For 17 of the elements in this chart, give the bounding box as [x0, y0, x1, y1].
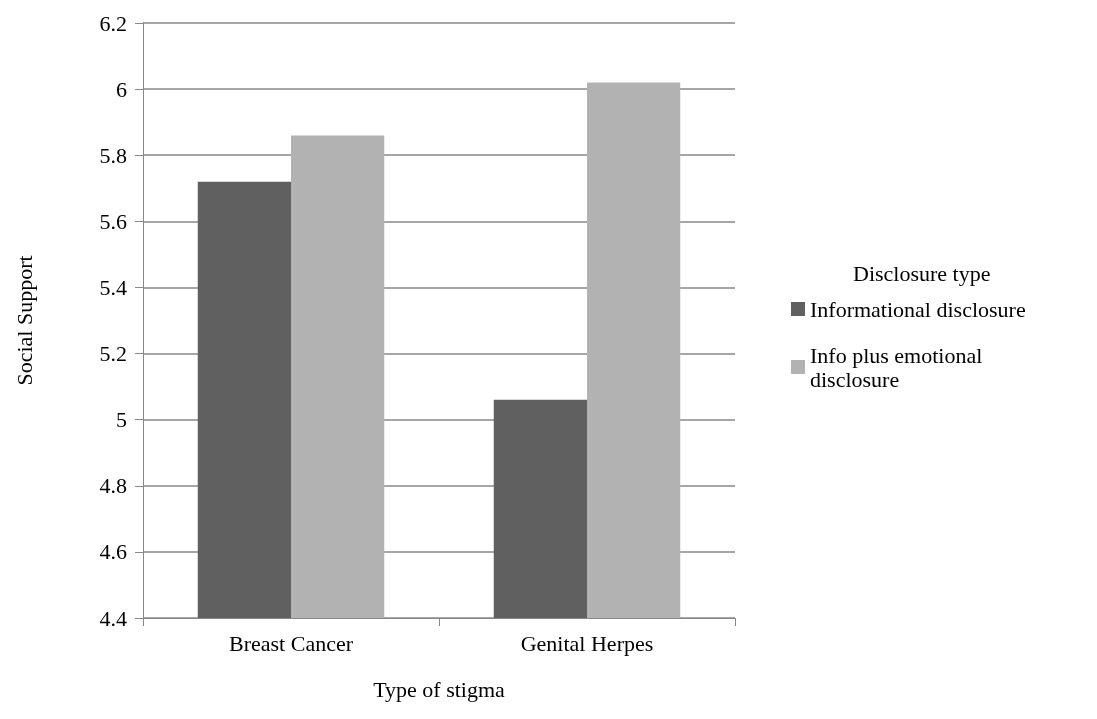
y-tick-label: 4.4 [99, 605, 127, 631]
x-axis-title: Type of stigma [373, 676, 506, 702]
y-tick-label: 5.2 [99, 341, 127, 367]
x-tick-label: Genital Herpes [520, 630, 654, 656]
legend-title: Disclosure type [853, 260, 991, 286]
y-tick-label: 5.8 [99, 142, 127, 168]
y-axis-title: Social Support [11, 255, 37, 386]
x-tick-label: Breast Cancer [229, 630, 354, 656]
y-tick-label: 6.2 [99, 10, 127, 36]
y-tick-label: 6 [116, 76, 127, 102]
legend-label: Info plus emotional disclosure [810, 342, 988, 392]
y-tick-label: 5.4 [99, 274, 127, 300]
y-tick-label: 4.8 [99, 473, 127, 499]
y-tick-label: 4.6 [99, 539, 127, 565]
legend-label: Informational disclosure [810, 296, 1026, 322]
y-tick-label: 5.6 [99, 208, 127, 234]
y-tick-label: 5 [116, 407, 127, 433]
